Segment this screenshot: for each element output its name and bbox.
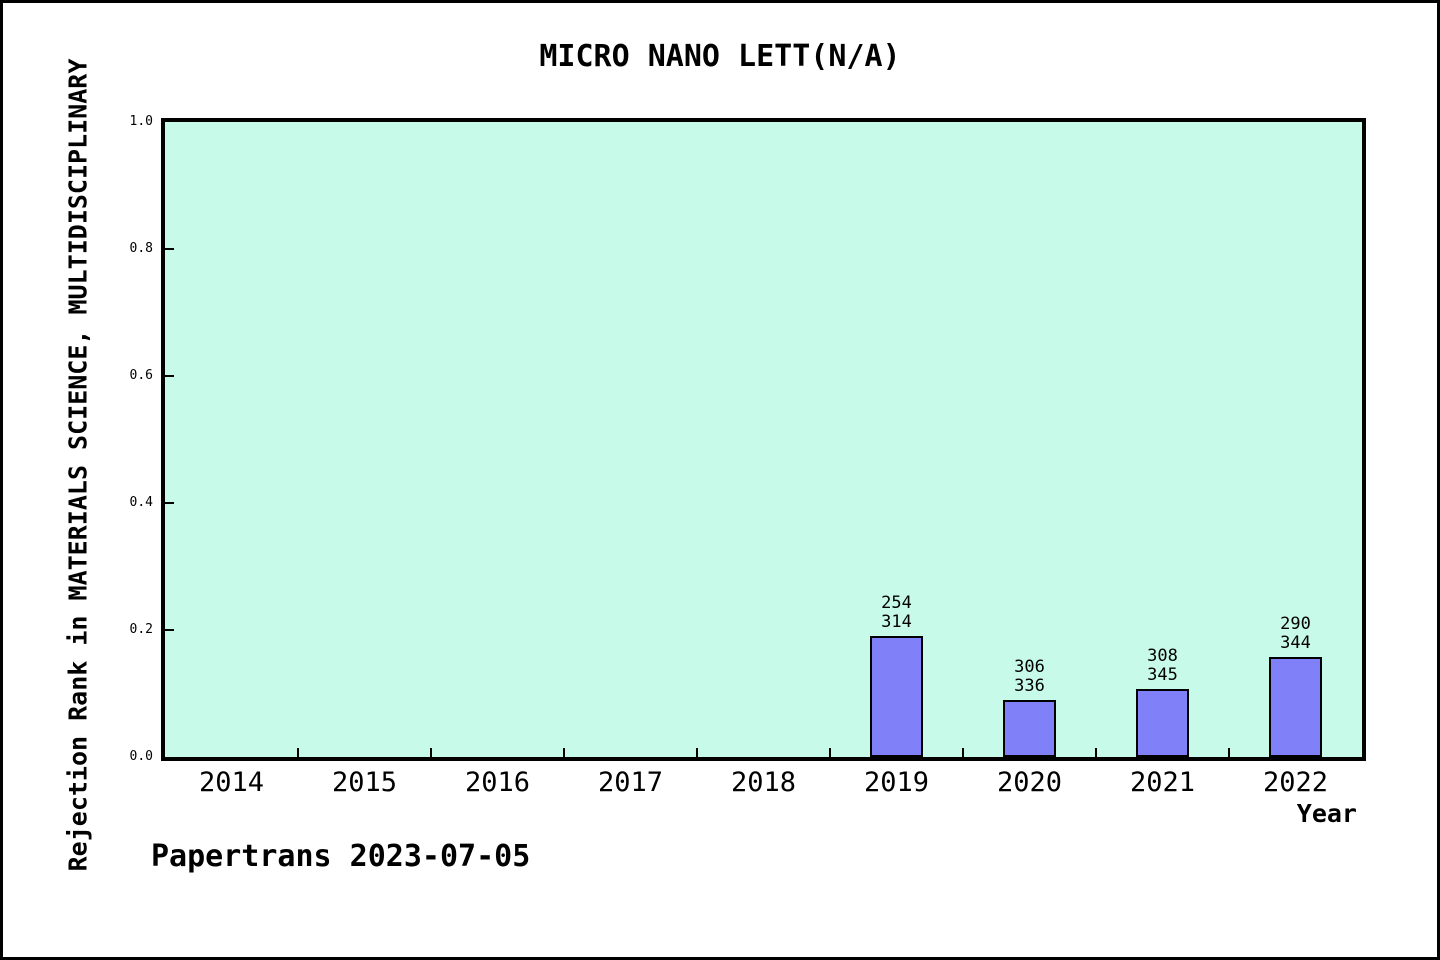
y-axis-label: Rejection Rank in MATERIALS SCIENCE, MUL… bbox=[63, 58, 93, 872]
x-axis-label: Year bbox=[1296, 799, 1357, 828]
x-tick-mark bbox=[696, 748, 698, 757]
y-tick-mark bbox=[165, 629, 174, 631]
bar-label-2020: 306 336 bbox=[1014, 657, 1045, 697]
y-tick-label: 0.8 bbox=[129, 241, 153, 256]
x-tick-label-2019: 2019 bbox=[863, 767, 930, 798]
y-tick-label: 0.4 bbox=[129, 495, 153, 510]
bar-2019 bbox=[870, 635, 923, 757]
bar-label-2021: 308 345 bbox=[1147, 645, 1178, 685]
y-tick-mark bbox=[165, 248, 174, 250]
x-tick-mark bbox=[829, 748, 831, 757]
x-tick-label-2017: 2017 bbox=[597, 767, 664, 798]
bar-2022 bbox=[1269, 657, 1322, 757]
bar-2021 bbox=[1136, 688, 1189, 757]
x-tick-mark bbox=[430, 748, 432, 757]
x-tick-label-2015: 2015 bbox=[331, 767, 398, 798]
x-tick-mark bbox=[1095, 748, 1097, 757]
bar-label-2022: 290 344 bbox=[1280, 614, 1311, 654]
x-tick-label-2020: 2020 bbox=[996, 767, 1063, 798]
x-tick-label-2016: 2016 bbox=[464, 767, 531, 798]
plot-area bbox=[161, 118, 1366, 761]
x-tick-label-2022: 2022 bbox=[1262, 767, 1329, 798]
y-tick-label: 1.0 bbox=[129, 114, 153, 129]
x-tick-label-2018: 2018 bbox=[730, 767, 797, 798]
y-tick-label: 0.6 bbox=[129, 368, 153, 383]
bar-label-2019: 254 314 bbox=[881, 592, 912, 632]
chart-title: MICRO NANO LETT(N/A) bbox=[539, 39, 901, 74]
x-tick-label-2014: 2014 bbox=[198, 767, 265, 798]
x-tick-mark bbox=[1228, 748, 1230, 757]
x-tick-label-2021: 2021 bbox=[1129, 767, 1196, 798]
y-tick-mark bbox=[165, 375, 174, 377]
watermark-text: Papertrans 2023-07-05 bbox=[151, 839, 531, 874]
x-tick-mark bbox=[297, 748, 299, 757]
y-tick-label: 0.2 bbox=[129, 622, 153, 637]
x-tick-mark bbox=[962, 748, 964, 757]
y-tick-label: 0.0 bbox=[129, 749, 153, 764]
x-tick-mark bbox=[563, 748, 565, 757]
bar-2020 bbox=[1003, 700, 1056, 757]
y-tick-mark bbox=[165, 502, 174, 504]
